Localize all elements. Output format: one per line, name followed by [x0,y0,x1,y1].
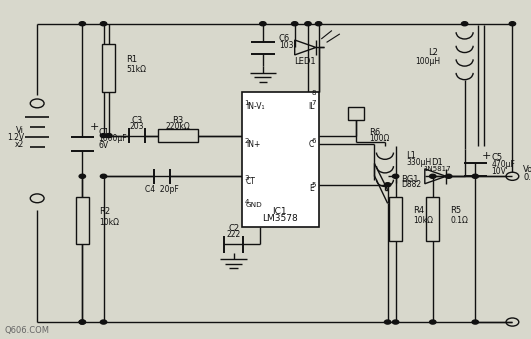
Text: 203: 203 [130,122,144,131]
Text: 0.1Ω: 0.1Ω [450,216,468,225]
Text: 1000μF: 1000μF [98,135,127,143]
Text: 51kΩ: 51kΩ [126,65,146,74]
Text: +: + [482,151,492,161]
Text: 220kΩ: 220kΩ [166,122,191,131]
Text: IN-V₁: IN-V₁ [246,102,264,111]
Text: 7: 7 [312,100,316,106]
Text: 100μH: 100μH [415,57,440,65]
FancyBboxPatch shape [242,92,319,227]
Text: GND: GND [246,202,263,208]
Text: Q606.COM: Q606.COM [4,326,49,335]
Text: R5: R5 [450,206,461,215]
Circle shape [100,134,107,138]
Text: L2: L2 [428,48,438,57]
Circle shape [292,22,298,26]
FancyBboxPatch shape [75,197,89,244]
Text: D882: D882 [401,180,421,189]
Circle shape [384,183,391,187]
Circle shape [430,320,436,324]
Text: C4  20pF: C4 20pF [145,185,179,194]
Circle shape [79,320,85,324]
Text: 10kΩ: 10kΩ [100,218,119,226]
Text: 8: 8 [312,90,316,96]
Text: 1N5817: 1N5817 [423,166,451,172]
Text: R1: R1 [126,55,137,64]
Text: L1: L1 [406,152,416,160]
Circle shape [260,22,266,26]
Circle shape [79,320,85,324]
Text: IC1: IC1 [272,207,287,216]
Text: C: C [309,140,314,148]
Text: 1: 1 [244,100,249,106]
Text: 100Ω: 100Ω [369,135,389,143]
FancyBboxPatch shape [426,197,440,241]
Text: x2: x2 [15,140,24,148]
Text: D1: D1 [431,158,443,167]
Circle shape [509,22,516,26]
Text: LM3578: LM3578 [262,214,298,223]
Circle shape [305,22,311,26]
Text: C3: C3 [131,116,143,125]
Text: C2: C2 [228,224,239,233]
Circle shape [472,320,478,324]
FancyBboxPatch shape [389,197,402,241]
Text: 4: 4 [244,199,249,205]
Text: R6: R6 [369,128,380,137]
Text: C5: C5 [491,153,502,162]
Circle shape [100,22,107,26]
Text: IL: IL [308,102,314,111]
Text: Vi: Vi [16,126,24,135]
Text: 0.2A: 0.2A [523,174,531,182]
Text: 6V: 6V [98,141,108,150]
Circle shape [461,22,468,26]
Text: 6: 6 [312,138,316,144]
Text: BG1: BG1 [401,175,418,184]
Circle shape [79,174,85,178]
Text: R3: R3 [173,116,184,125]
Circle shape [79,22,85,26]
Text: 10kΩ: 10kΩ [413,216,433,225]
Text: 330μH: 330μH [406,158,432,167]
Text: CT: CT [246,177,256,186]
Text: R2: R2 [100,207,110,216]
Text: +: + [90,122,100,132]
FancyBboxPatch shape [348,107,364,120]
Text: R4: R4 [413,206,424,215]
Text: Vo=6V: Vo=6V [523,165,531,174]
Text: E: E [310,184,314,193]
Text: C6: C6 [279,35,290,43]
FancyBboxPatch shape [158,129,198,142]
Text: 2: 2 [244,138,249,144]
Text: 222: 222 [227,230,241,239]
Circle shape [100,174,107,178]
Text: 470μF: 470μF [491,160,515,169]
Text: IN+: IN+ [246,140,260,148]
Circle shape [392,320,399,324]
Text: 3: 3 [244,175,249,181]
Circle shape [392,174,399,178]
Text: LED1: LED1 [295,57,316,65]
Circle shape [100,320,107,324]
Text: 10V: 10V [491,167,506,176]
Circle shape [430,174,436,178]
FancyBboxPatch shape [102,44,115,92]
Circle shape [106,134,112,138]
Circle shape [446,174,452,178]
Circle shape [472,174,478,178]
Text: 5: 5 [312,182,316,188]
Text: C1: C1 [98,128,109,137]
Text: 103: 103 [279,41,293,49]
Text: 1.2V: 1.2V [7,133,24,142]
Circle shape [315,22,322,26]
Circle shape [384,320,391,324]
